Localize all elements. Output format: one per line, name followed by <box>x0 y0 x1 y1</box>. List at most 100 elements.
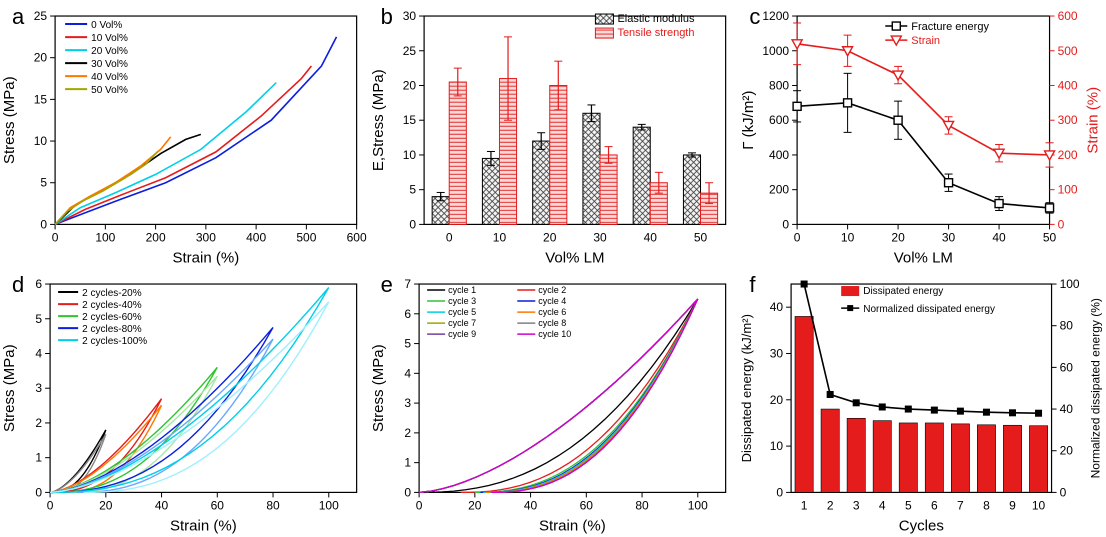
svg-text:Tensile strength: Tensile strength <box>617 27 694 39</box>
svg-text:Elastic modulus: Elastic modulus <box>617 13 695 25</box>
svg-text:40: 40 <box>155 499 169 513</box>
svg-text:2 cycles-40%: 2 cycles-40% <box>82 301 142 312</box>
svg-text:Normalized dissipated energy (: Normalized dissipated energy (%) <box>1089 299 1103 479</box>
svg-text:200: 200 <box>1058 148 1078 162</box>
svg-text:0: 0 <box>1060 486 1067 500</box>
svg-text:10 Vol%: 10 Vol% <box>91 33 128 44</box>
svg-text:cycle 7: cycle 7 <box>448 319 476 329</box>
svg-text:3: 3 <box>853 499 860 513</box>
svg-text:6: 6 <box>404 307 411 321</box>
svg-text:5: 5 <box>35 312 42 326</box>
svg-text:80: 80 <box>1060 319 1074 333</box>
svg-text:600: 600 <box>1058 9 1078 23</box>
panel-label-e: e <box>381 272 393 298</box>
svg-text:40 Vol%: 40 Vol% <box>91 72 128 83</box>
svg-text:30: 30 <box>593 230 607 244</box>
svg-text:200: 200 <box>146 230 166 244</box>
svg-text:cycle 2: cycle 2 <box>538 286 566 296</box>
svg-text:500: 500 <box>296 230 316 244</box>
svg-text:cycle 10: cycle 10 <box>538 330 571 340</box>
svg-text:2: 2 <box>35 416 42 430</box>
svg-text:cycle 1: cycle 1 <box>448 286 476 296</box>
figure-grid: a01002003004005006000510152025Strain (%)… <box>0 0 1106 536</box>
svg-text:600: 600 <box>347 230 367 244</box>
svg-text:30: 30 <box>942 230 956 244</box>
svg-text:80: 80 <box>635 499 649 513</box>
svg-text:1000: 1000 <box>763 44 790 58</box>
panel-label-b: b <box>381 4 393 30</box>
svg-text:0: 0 <box>415 499 422 513</box>
svg-text:0 Vol%: 0 Vol% <box>91 20 122 31</box>
svg-text:cycle 9: cycle 9 <box>448 330 476 340</box>
svg-text:30 Vol%: 30 Vol% <box>91 59 128 70</box>
panel-label-f: f <box>749 272 755 298</box>
panel-b: b05101520253001020304050Vol% LME,Stress … <box>369 0 738 268</box>
svg-text:0: 0 <box>777 486 784 500</box>
svg-text:0: 0 <box>1058 217 1065 231</box>
svg-text:15: 15 <box>402 113 416 127</box>
svg-text:0: 0 <box>40 217 47 231</box>
svg-text:Strain (%): Strain (%) <box>539 518 606 535</box>
svg-text:60: 60 <box>211 499 225 513</box>
svg-text:50 Vol%: 50 Vol% <box>91 85 128 96</box>
svg-text:300: 300 <box>196 230 216 244</box>
svg-text:0: 0 <box>409 217 416 231</box>
svg-text:cycle 6: cycle 6 <box>538 308 566 318</box>
svg-text:80: 80 <box>266 499 280 513</box>
svg-text:5: 5 <box>409 183 416 197</box>
svg-text:10: 10 <box>1032 499 1046 513</box>
svg-text:Fracture energy: Fracture energy <box>912 21 990 33</box>
svg-text:6: 6 <box>931 499 938 513</box>
svg-text:2 cycles-20%: 2 cycles-20% <box>82 289 142 300</box>
svg-text:0: 0 <box>783 217 790 231</box>
svg-text:0: 0 <box>794 230 801 244</box>
svg-text:60: 60 <box>579 499 593 513</box>
svg-text:60: 60 <box>1060 361 1074 375</box>
svg-text:800: 800 <box>769 78 789 92</box>
svg-text:10: 10 <box>34 134 48 148</box>
svg-text:15: 15 <box>34 92 48 106</box>
svg-text:40: 40 <box>1060 403 1074 417</box>
svg-text:0: 0 <box>404 486 411 500</box>
svg-text:1: 1 <box>35 451 42 465</box>
svg-text:400: 400 <box>769 148 789 162</box>
svg-text:10: 10 <box>492 230 506 244</box>
svg-text:2: 2 <box>827 499 834 513</box>
svg-text:7: 7 <box>404 278 411 292</box>
panel-c: c010203040500200400600800100012000100200… <box>737 0 1106 268</box>
svg-text:40: 40 <box>643 230 657 244</box>
panel-label-d: d <box>12 272 24 298</box>
svg-text:Γ (kJ/m²): Γ (kJ/m²) <box>740 91 757 150</box>
svg-text:4: 4 <box>35 347 42 361</box>
svg-text:4: 4 <box>404 367 411 381</box>
svg-text:100: 100 <box>95 230 115 244</box>
svg-text:2: 2 <box>404 426 411 440</box>
svg-text:Dissipated energy: Dissipated energy <box>864 287 944 298</box>
svg-text:20: 20 <box>892 230 906 244</box>
svg-text:30: 30 <box>402 9 416 23</box>
svg-text:cycle 8: cycle 8 <box>538 319 566 329</box>
svg-text:20: 20 <box>543 230 557 244</box>
svg-text:4: 4 <box>879 499 886 513</box>
svg-text:cycle 5: cycle 5 <box>448 308 476 318</box>
svg-text:400: 400 <box>246 230 266 244</box>
svg-text:20: 20 <box>34 51 48 65</box>
svg-text:20: 20 <box>770 393 784 407</box>
svg-text:20: 20 <box>1060 444 1074 458</box>
svg-text:100: 100 <box>1060 278 1080 292</box>
svg-text:10: 10 <box>402 148 416 162</box>
svg-text:6: 6 <box>35 278 42 292</box>
svg-text:2 cycles-60%: 2 cycles-60% <box>82 313 142 324</box>
svg-text:3: 3 <box>35 382 42 396</box>
svg-text:Strain (%): Strain (%) <box>170 518 237 535</box>
panel-label-a: a <box>12 4 24 30</box>
svg-text:0: 0 <box>35 486 42 500</box>
svg-text:25: 25 <box>402 44 416 58</box>
svg-text:300: 300 <box>1058 113 1078 127</box>
svg-text:0: 0 <box>52 230 59 244</box>
svg-text:7: 7 <box>957 499 964 513</box>
svg-text:Strain: Strain <box>912 35 941 47</box>
panel-e: e02040608010001234567Strain (%)Stress (M… <box>369 268 738 536</box>
svg-text:100: 100 <box>1058 183 1078 197</box>
svg-text:Stress (MPa): Stress (MPa) <box>1 345 18 433</box>
